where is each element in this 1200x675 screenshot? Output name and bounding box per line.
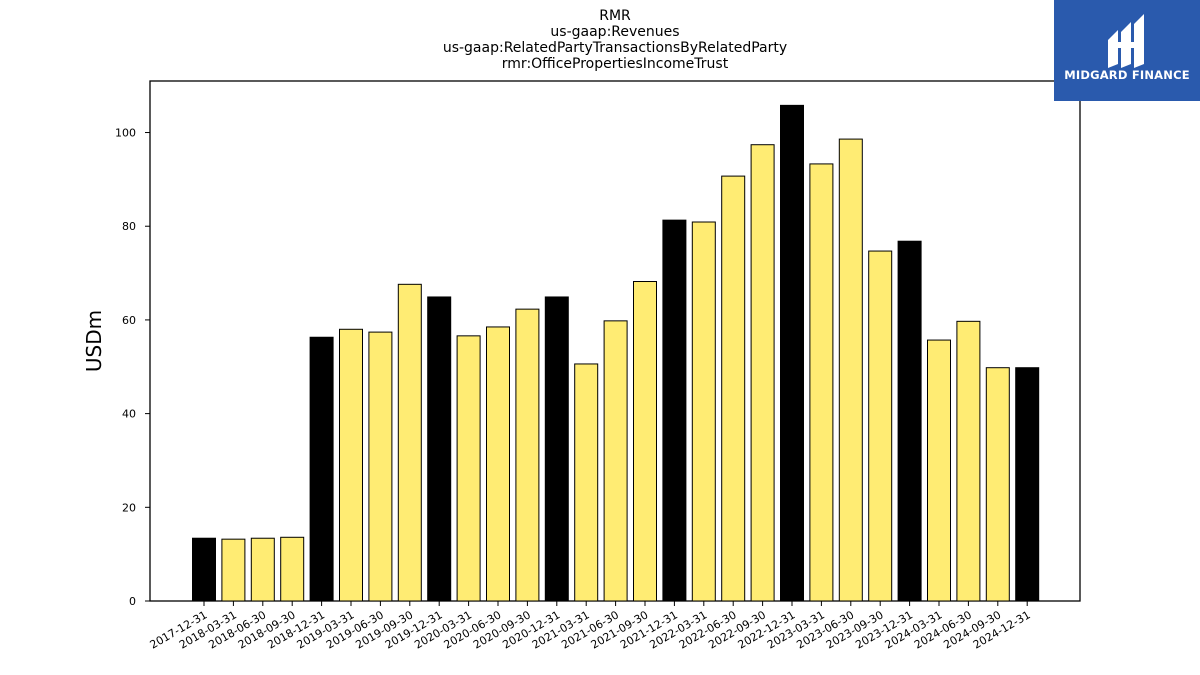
chart-title-line: us-gaap:Revenues <box>550 24 679 40</box>
bar <box>515 308 540 602</box>
bar <box>280 536 305 602</box>
bar <box>544 296 569 602</box>
brand-logo: MIDGARD FINANCE <box>1054 0 1200 101</box>
y-tick-label: 0 <box>129 595 136 608</box>
bar <box>897 240 922 602</box>
bar <box>456 335 481 602</box>
bar <box>927 339 951 602</box>
bar <box>397 283 422 602</box>
bar <box>633 281 657 602</box>
bar <box>985 367 1010 602</box>
bar <box>780 104 804 602</box>
y-tick-label: 100 <box>115 127 136 140</box>
y-tick-label: 20 <box>122 501 136 514</box>
bar <box>368 331 393 602</box>
midgard-logo-icon <box>1108 14 1144 68</box>
bar <box>750 144 775 602</box>
bar <box>838 138 863 602</box>
bar <box>250 537 275 602</box>
bar <box>868 250 893 602</box>
bar <box>603 320 628 602</box>
y-tick-label: 60 <box>122 314 136 327</box>
chart-title-line: RMR <box>599 8 631 24</box>
bar <box>309 336 334 602</box>
bar <box>956 320 981 602</box>
bar <box>574 363 599 602</box>
bar <box>221 538 246 602</box>
bar <box>339 328 363 602</box>
chart-title-line: us-gaap:RelatedPartyTransactionsByRelate… <box>443 40 787 56</box>
bar <box>192 537 216 602</box>
y-axis-label: USDm <box>82 310 106 372</box>
bar <box>809 163 834 602</box>
bar <box>662 219 687 602</box>
chart-title-line: rmr:OfficePropertiesIncomeTrust <box>502 56 729 72</box>
y-tick-label: 80 <box>122 220 136 233</box>
bar <box>691 221 716 602</box>
bar <box>427 296 452 602</box>
bar <box>1015 367 1040 602</box>
bar <box>721 175 746 602</box>
y-tick-label: 40 <box>122 408 136 421</box>
bar <box>486 326 510 602</box>
logo-text: MIDGARD FINANCE <box>1064 68 1190 82</box>
